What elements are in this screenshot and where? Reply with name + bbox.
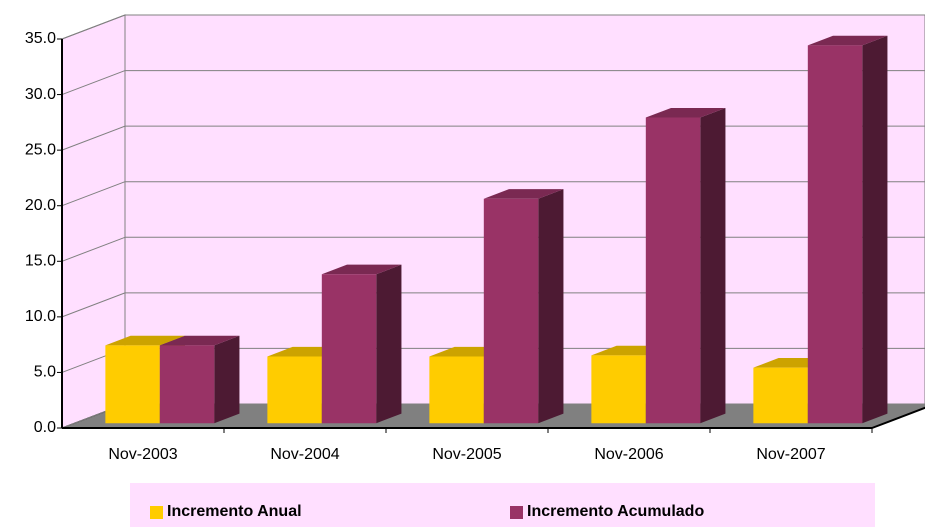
y-tick-label: 0.0 [34, 419, 56, 436]
bar-side [214, 335, 240, 424]
bar-top [807, 35, 888, 46]
x-tick-label: Nov-2004 [270, 446, 339, 463]
y-tick-label: 15.0 [25, 253, 56, 270]
bar-top [159, 335, 240, 346]
bar-top [483, 189, 564, 199]
grid-line [61, 181, 126, 207]
bar [753, 367, 808, 424]
grid-line [61, 70, 126, 96]
legend-swatch [150, 505, 163, 519]
x-tick-label: Nov-2003 [108, 446, 177, 463]
legend-item: Incremento Acumulado [510, 503, 704, 521]
x-tick-label: Nov-2007 [756, 446, 825, 463]
bar [807, 45, 863, 424]
x-tick-label: Nov-2006 [594, 446, 663, 463]
bar [267, 356, 322, 424]
legend-swatch [510, 505, 523, 519]
bar-side [862, 35, 888, 424]
bar-top [645, 107, 726, 118]
legend-label: Incremento Acumulado [527, 503, 705, 520]
grid-line [61, 14, 126, 40]
legend-label: Incremento Anual [167, 503, 302, 520]
bar-side [376, 264, 402, 424]
bar [591, 355, 646, 424]
grid-line [61, 236, 126, 262]
y-tick-label: 5.0 [34, 364, 56, 381]
bar-side [700, 107, 726, 424]
y-tick-label: 20.0 [25, 197, 56, 214]
bar-top [105, 335, 186, 346]
bar-top [321, 264, 402, 275]
y-tick-label: 25.0 [25, 141, 56, 158]
grid-line [61, 292, 126, 318]
bar [159, 345, 215, 424]
y-tick-label: 10.0 [25, 308, 56, 325]
y-tick-label: 30.0 [25, 86, 56, 103]
grid-line [61, 125, 126, 151]
bar-side [538, 189, 564, 424]
y-tick-label: 35.0 [25, 30, 56, 47]
legend: Incremento Anual Incremento Acumulado [130, 483, 875, 527]
legend-item: Incremento Anual [150, 503, 302, 521]
bar [483, 198, 539, 424]
bar [645, 117, 701, 424]
bar [321, 274, 377, 424]
chart: 0.0 5.0 10.0 15.0 20.0 25.0 30.0 35.0 Nov-2003 No… [25, 14, 925, 463]
x-tick-label: Nov-2005 [432, 446, 501, 463]
bar [429, 356, 484, 424]
bar [105, 345, 160, 424]
